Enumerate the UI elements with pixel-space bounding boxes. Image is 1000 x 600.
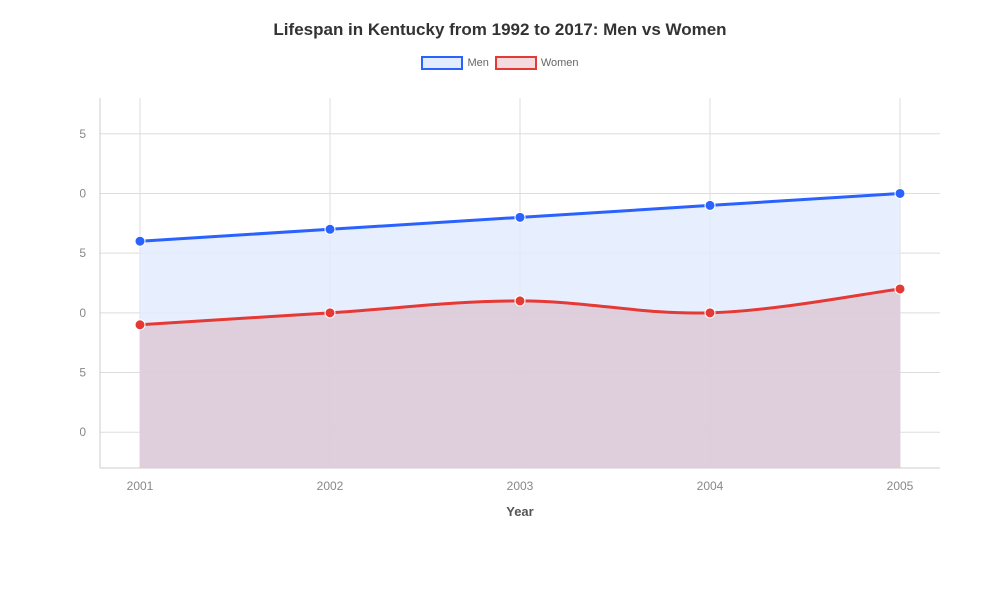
- svg-text:2003: 2003: [507, 479, 534, 493]
- svg-text:65: 65: [80, 366, 86, 380]
- svg-text:Year: Year: [506, 504, 533, 519]
- svg-text:2002: 2002: [317, 479, 344, 493]
- svg-text:75: 75: [80, 246, 86, 260]
- legend-swatch-men: [421, 56, 463, 70]
- chart-title: Lifespan in Kentucky from 1992 to 2017: …: [0, 20, 1000, 40]
- svg-text:70: 70: [80, 306, 86, 320]
- legend-label-women: Women: [541, 57, 579, 69]
- svg-text:2005: 2005: [887, 479, 914, 493]
- svg-text:2001: 2001: [127, 479, 154, 493]
- svg-text:85: 85: [80, 127, 86, 141]
- svg-text:80: 80: [80, 186, 86, 200]
- chart-legend: Men Women: [0, 56, 1000, 70]
- legend-swatch-women: [495, 56, 537, 70]
- legend-label-men: Men: [467, 57, 488, 69]
- legend-item-women: Women: [495, 56, 579, 70]
- svg-text:60: 60: [80, 425, 86, 439]
- legend-item-men: Men: [421, 56, 488, 70]
- lifespan-chart: Lifespan in Kentucky from 1992 to 2017: …: [0, 0, 1000, 600]
- svg-text:2004: 2004: [697, 479, 724, 493]
- chart-plot-area: 60657075808520012002200320042005AgeYear: [80, 88, 960, 528]
